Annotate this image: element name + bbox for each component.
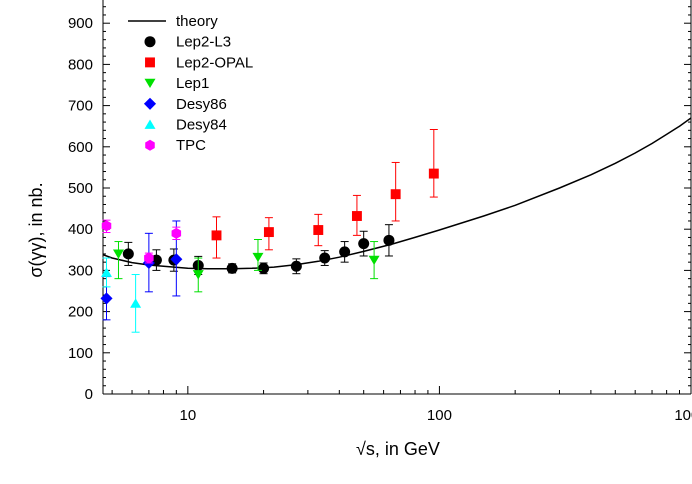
y-tick-label: 500 [68, 180, 93, 197]
x-tick-label: 10 [179, 407, 196, 424]
data-point-lep2-l3 [319, 252, 331, 264]
legend-label: Lep2-OPAL [176, 54, 253, 71]
data-point-desy86 [170, 253, 183, 266]
data-point-lep2-l3 [122, 248, 134, 260]
legend-label: Lep2-L3 [176, 34, 231, 51]
legend-marker [143, 97, 157, 110]
data-point-lep2-opal [211, 230, 222, 241]
legend-label: TPC [176, 137, 206, 154]
data-point-tpc [101, 220, 112, 232]
x-axis-title: √s, in GeV [356, 439, 440, 459]
data-point-lep1 [112, 249, 124, 259]
data-point-lep2-l3 [339, 246, 351, 258]
legend-label: theory [176, 13, 218, 30]
data-point-lep2-opal [428, 168, 439, 179]
y-tick-label: 0 [85, 386, 93, 403]
x-tick-label: 1000 [674, 407, 692, 424]
legend-label: Desy86 [176, 96, 227, 113]
data-point-lep2-l3 [226, 262, 238, 274]
data-point-lep2-opal [390, 189, 401, 200]
data-point-lep2-l3 [290, 260, 302, 272]
legend-label: Lep1 [176, 75, 209, 92]
y-tick-label: 800 [68, 56, 93, 73]
data-point-lep2-opal [351, 211, 362, 221]
y-tick-label: 400 [68, 221, 93, 238]
y-tick-label: 100 [68, 345, 93, 362]
data-point-lep2-l3 [358, 238, 370, 250]
data-point-tpc [171, 227, 182, 239]
data-point-lep1 [192, 270, 204, 280]
data-point-desy84 [130, 298, 142, 308]
data-point-lep2-opal [313, 225, 324, 235]
y-axis-title: σ(γγ), in nb. [26, 182, 46, 277]
x-tick-label: 100 [427, 407, 452, 424]
legend-marker [144, 119, 156, 129]
data-point-desy84 [101, 267, 113, 277]
plot-area [100, 117, 691, 333]
data-point-desy86 [100, 292, 113, 305]
legend-marker [145, 139, 155, 151]
data-point-lep2-l3 [258, 262, 270, 274]
y-tick-label: 600 [68, 139, 93, 156]
y-tick-label: 700 [68, 98, 93, 115]
legend: theory Lep2-L3 Lep2-OPAL Lep1 Desy86 Desy84 TP… [128, 13, 253, 154]
data-point-lep1 [252, 252, 264, 263]
data-point-lep2-l3 [383, 234, 395, 246]
legend-marker [144, 36, 156, 48]
legend-label: Desy84 [176, 117, 227, 134]
legend-marker [145, 57, 155, 68]
axes: 0100200300400500600700800900101001000100 [68, 0, 692, 424]
data-point-lep2-opal [263, 227, 274, 238]
y-tick-label: 300 [68, 262, 93, 279]
data-point-lep1 [368, 255, 380, 266]
data-point-tpc [144, 252, 154, 264]
y-tick-label: 900 [68, 15, 93, 32]
legend-marker [144, 78, 156, 89]
y-tick-label: 200 [68, 304, 93, 321]
